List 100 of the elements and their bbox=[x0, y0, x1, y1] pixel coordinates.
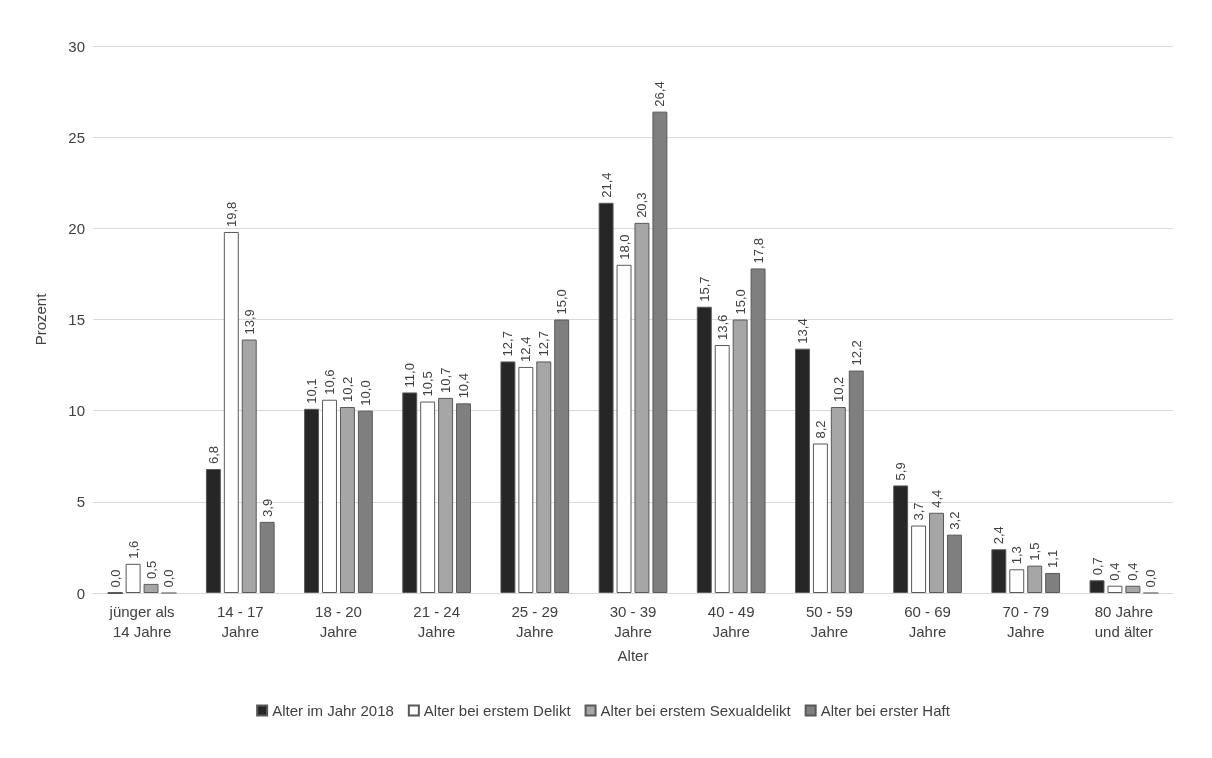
bar bbox=[304, 408, 320, 593]
bar bbox=[1107, 585, 1123, 593]
bar bbox=[795, 348, 810, 593]
data-label: 10,2 bbox=[830, 376, 846, 403]
bar bbox=[696, 306, 712, 593]
bar bbox=[893, 485, 909, 593]
bar bbox=[991, 549, 1007, 593]
data-label: 0,0 bbox=[107, 569, 123, 588]
x-tick-label: 30 - 39 Jahre bbox=[609, 602, 657, 640]
bar bbox=[750, 268, 766, 593]
x-tick-label: 14 - 17 Jahre bbox=[216, 602, 264, 640]
legend-label: Alter im Jahr 2018 bbox=[272, 702, 394, 719]
bar bbox=[652, 111, 668, 593]
y-tick-label: 5 bbox=[76, 493, 85, 511]
x-tick-label: 70 - 79 Jahre bbox=[1002, 602, 1050, 640]
bar bbox=[714, 345, 730, 593]
data-label: 15,7 bbox=[696, 276, 712, 302]
bar bbox=[456, 403, 471, 593]
data-label: 12,7 bbox=[500, 331, 516, 357]
y-tick-label: 25 bbox=[68, 128, 85, 146]
data-label: 12,7 bbox=[536, 331, 552, 357]
y-axis-title: Prozent bbox=[32, 292, 49, 346]
data-label: 13,6 bbox=[714, 314, 730, 341]
data-label: 6,8 bbox=[205, 445, 221, 465]
data-label: 20,3 bbox=[634, 192, 650, 218]
data-label: 15,0 bbox=[732, 289, 748, 315]
data-label: 19,8 bbox=[223, 201, 239, 227]
data-label: 12,2 bbox=[848, 340, 864, 366]
data-label: 5,9 bbox=[893, 462, 909, 481]
bar bbox=[125, 563, 141, 593]
legend-label: Alter bei erstem Sexualdelikt bbox=[600, 702, 792, 719]
legend-label: Alter bei erstem Delikt bbox=[423, 702, 572, 719]
bar bbox=[598, 202, 614, 593]
data-label: 11,0 bbox=[402, 363, 418, 388]
bar bbox=[1089, 580, 1105, 593]
bar bbox=[143, 583, 159, 593]
data-label: 0,7 bbox=[1089, 557, 1105, 576]
bar bbox=[223, 231, 239, 593]
data-label: 3,7 bbox=[911, 502, 927, 521]
bar bbox=[518, 366, 534, 593]
data-label: 0,5 bbox=[143, 560, 159, 579]
bar bbox=[438, 397, 454, 593]
bar bbox=[205, 469, 221, 593]
bar bbox=[616, 264, 632, 593]
data-label: 0,4 bbox=[1107, 562, 1123, 581]
y-tick-label: 30 bbox=[68, 37, 85, 55]
y-tick-label: 10 bbox=[68, 402, 85, 420]
legend-label: Alter bei erster Haft bbox=[820, 702, 951, 719]
data-label: 0,0 bbox=[161, 569, 177, 588]
data-label: 1,6 bbox=[125, 540, 141, 559]
data-label: 3,9 bbox=[259, 498, 275, 517]
x-tick-label: 40 - 49 Jahre bbox=[707, 602, 755, 640]
data-label: 1,3 bbox=[1009, 546, 1025, 565]
data-label: 13,4 bbox=[794, 318, 810, 344]
bar bbox=[259, 521, 275, 593]
y-tick-label: 15 bbox=[68, 311, 85, 328]
x-tick-label: 18 - 20 Jahre bbox=[315, 602, 362, 640]
bar bbox=[732, 319, 748, 593]
bar bbox=[1045, 572, 1061, 593]
bar bbox=[357, 410, 373, 593]
data-label: 18,0 bbox=[616, 234, 632, 260]
bar bbox=[402, 392, 418, 593]
bar bbox=[929, 512, 944, 593]
x-tick-label: 50 - 59 Jahre bbox=[806, 602, 853, 640]
data-label: 0,0 bbox=[1143, 569, 1159, 588]
x-tick-label: 25 - 29 Jahre bbox=[511, 602, 559, 640]
x-tick-label: 21 - 24 Jahre bbox=[413, 602, 460, 640]
data-label: 8,2 bbox=[812, 420, 828, 439]
bar bbox=[1125, 585, 1141, 593]
data-label: 13,9 bbox=[241, 309, 257, 335]
data-label: 4,4 bbox=[929, 489, 945, 508]
data-label: 2,4 bbox=[991, 526, 1007, 545]
x-tick-label: jünger als 14 Jahre bbox=[108, 602, 175, 640]
y-tick-label: 20 bbox=[68, 219, 85, 237]
x-tick-label: 60 - 69 Jahre bbox=[904, 602, 951, 640]
bar bbox=[420, 401, 436, 593]
data-label: 10,6 bbox=[321, 369, 337, 395]
bar bbox=[322, 399, 337, 593]
data-label: 10,7 bbox=[438, 367, 454, 393]
bar bbox=[536, 361, 552, 593]
bar bbox=[634, 222, 650, 593]
data-label: 21,4 bbox=[598, 172, 614, 198]
bar bbox=[911, 525, 927, 593]
data-label: 10,0 bbox=[357, 380, 373, 406]
data-label: 10,2 bbox=[339, 376, 355, 403]
data-label: 10,1 bbox=[304, 378, 320, 404]
data-label: 1,5 bbox=[1027, 542, 1043, 561]
bar bbox=[241, 339, 257, 593]
data-label: 17,8 bbox=[750, 238, 766, 264]
bar bbox=[812, 443, 828, 593]
data-label: 0,4 bbox=[1125, 562, 1141, 581]
data-label: 1,1 bbox=[1045, 549, 1061, 568]
data-label: 26,4 bbox=[652, 81, 668, 107]
bar bbox=[500, 361, 516, 593]
bar bbox=[1027, 565, 1043, 593]
bar bbox=[946, 534, 962, 593]
bar bbox=[830, 407, 846, 593]
x-axis-title: Alter bbox=[617, 647, 649, 664]
data-label: 10,5 bbox=[420, 371, 436, 397]
data-label: 12,4 bbox=[518, 336, 534, 362]
